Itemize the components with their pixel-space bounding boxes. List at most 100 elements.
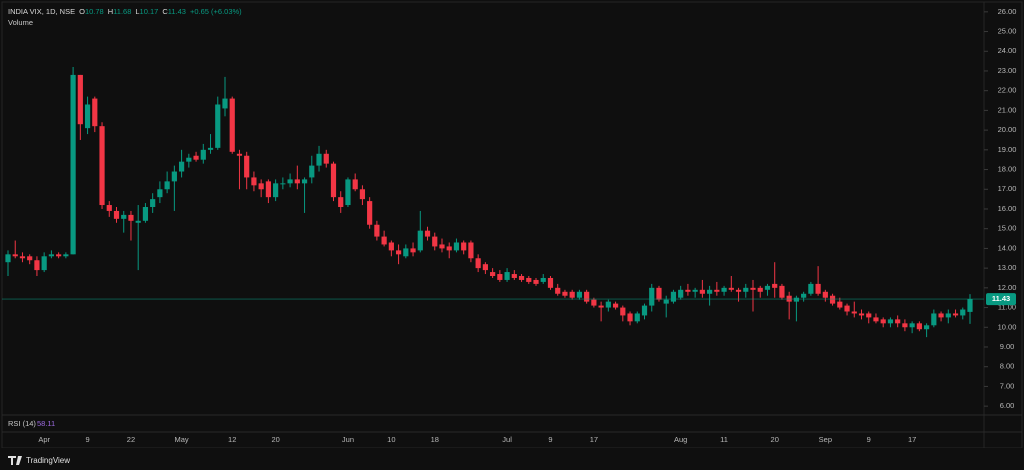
- candle-body: [699, 289, 705, 294]
- candle-body: [909, 323, 915, 328]
- candle-body: [569, 291, 575, 298]
- x-tick-label: 22: [127, 435, 135, 444]
- candle-body: [352, 179, 358, 190]
- x-tick-label: 17: [908, 435, 916, 444]
- candle-body: [960, 309, 966, 316]
- x-tick-label: 17: [590, 435, 598, 444]
- candle-body: [692, 289, 698, 292]
- candle-body: [641, 305, 648, 316]
- y-tick-label: 17.00: [998, 184, 1017, 193]
- candle-body: [381, 236, 387, 245]
- candle-body: [56, 254, 62, 257]
- candle-body: [374, 224, 380, 237]
- candle-body: [540, 277, 546, 282]
- candle-body: [815, 283, 821, 294]
- candle-body: [410, 248, 416, 253]
- candle-body: [924, 325, 930, 330]
- candle-body: [388, 242, 394, 251]
- candle-body: [851, 311, 857, 314]
- candle-body: [273, 183, 279, 198]
- candle-body: [157, 189, 163, 198]
- x-tick-label: 9: [85, 435, 89, 444]
- candle-body: [931, 313, 937, 326]
- candle-body: [142, 207, 149, 221]
- candle-body: [526, 277, 532, 282]
- x-tick-label: May: [175, 435, 189, 444]
- candle-body: [99, 126, 105, 206]
- candle-body: [63, 254, 69, 257]
- candle-body: [945, 313, 951, 318]
- candle-body: [468, 242, 474, 259]
- y-tick-label: 15.00: [998, 224, 1017, 233]
- candle-body: [576, 291, 583, 298]
- candle-body: [634, 313, 640, 322]
- ohlc-value: 10.78: [85, 7, 104, 16]
- candle-body: [750, 287, 756, 290]
- y-tick-label: 14.00: [998, 243, 1017, 252]
- x-tick-label: Jul: [502, 435, 512, 444]
- candle-body: [649, 287, 655, 306]
- candle-body: [186, 157, 192, 162]
- candle-body: [916, 323, 922, 330]
- candle-body: [367, 201, 373, 225]
- x-tick-label: Jun: [342, 435, 354, 444]
- candle-body: [555, 287, 561, 294]
- candle-body: [287, 179, 293, 184]
- candle-body: [873, 317, 879, 322]
- candle-body: [215, 104, 221, 148]
- candle-body: [612, 303, 619, 308]
- candle-body: [150, 199, 156, 208]
- last-price-badge: [986, 293, 1016, 306]
- candle-body: [345, 179, 351, 206]
- change: +0.65 (+6.03%): [190, 7, 242, 16]
- y-tick-label: 26.00: [998, 7, 1017, 16]
- candle-body: [504, 272, 510, 280]
- last-price-label: 11.43: [992, 294, 1010, 303]
- x-tick-label: 20: [771, 435, 779, 444]
- candle-body: [829, 295, 836, 304]
- candle-body: [584, 291, 590, 302]
- y-tick-label: 7.00: [1000, 381, 1015, 390]
- ohlc-value: 10.17: [140, 7, 159, 16]
- ohlc-value: 11.68: [113, 7, 131, 16]
- x-tick-label: 11: [720, 435, 728, 444]
- candle-body: [887, 319, 894, 324]
- candle-body: [34, 260, 40, 271]
- candle-body: [439, 244, 445, 249]
- x-tick-label: Aug: [674, 435, 687, 444]
- candle-body: [721, 287, 727, 292]
- candle-body: [417, 230, 423, 251]
- candle-body: [41, 256, 47, 271]
- candle-body: [12, 254, 18, 257]
- candle-body: [280, 183, 286, 185]
- candle-body: [743, 287, 749, 292]
- candle-body: [207, 147, 214, 150]
- candle-body: [244, 155, 250, 178]
- candle-body: [707, 289, 713, 294]
- candle-body: [793, 297, 800, 302]
- candle-body: [330, 163, 337, 198]
- candle-body: [424, 230, 431, 237]
- x-tick-label: 18: [431, 435, 439, 444]
- y-tick-label: 9.00: [1000, 342, 1015, 351]
- y-tick-label: 11.00: [998, 303, 1016, 312]
- x-tick-label: 9: [548, 435, 552, 444]
- candle-body: [106, 205, 112, 211]
- candle-body: [591, 299, 597, 306]
- brand-name: TradingView: [26, 456, 70, 465]
- x-tick-label: Sep: [819, 435, 832, 444]
- ohlc-value: 11.43: [168, 7, 186, 16]
- candle-body: [735, 289, 742, 292]
- y-tick-label: 8.00: [1000, 362, 1015, 371]
- brand-logo: [8, 456, 22, 465]
- candle-body: [395, 250, 402, 255]
- candle-body: [461, 242, 467, 251]
- candle-body: [880, 319, 886, 324]
- candle-body: [757, 287, 763, 292]
- candle-body: [547, 277, 554, 288]
- candle-body: [251, 177, 257, 186]
- candle-body: [598, 305, 604, 308]
- candle-body: [837, 301, 843, 308]
- candle-body: [938, 313, 944, 318]
